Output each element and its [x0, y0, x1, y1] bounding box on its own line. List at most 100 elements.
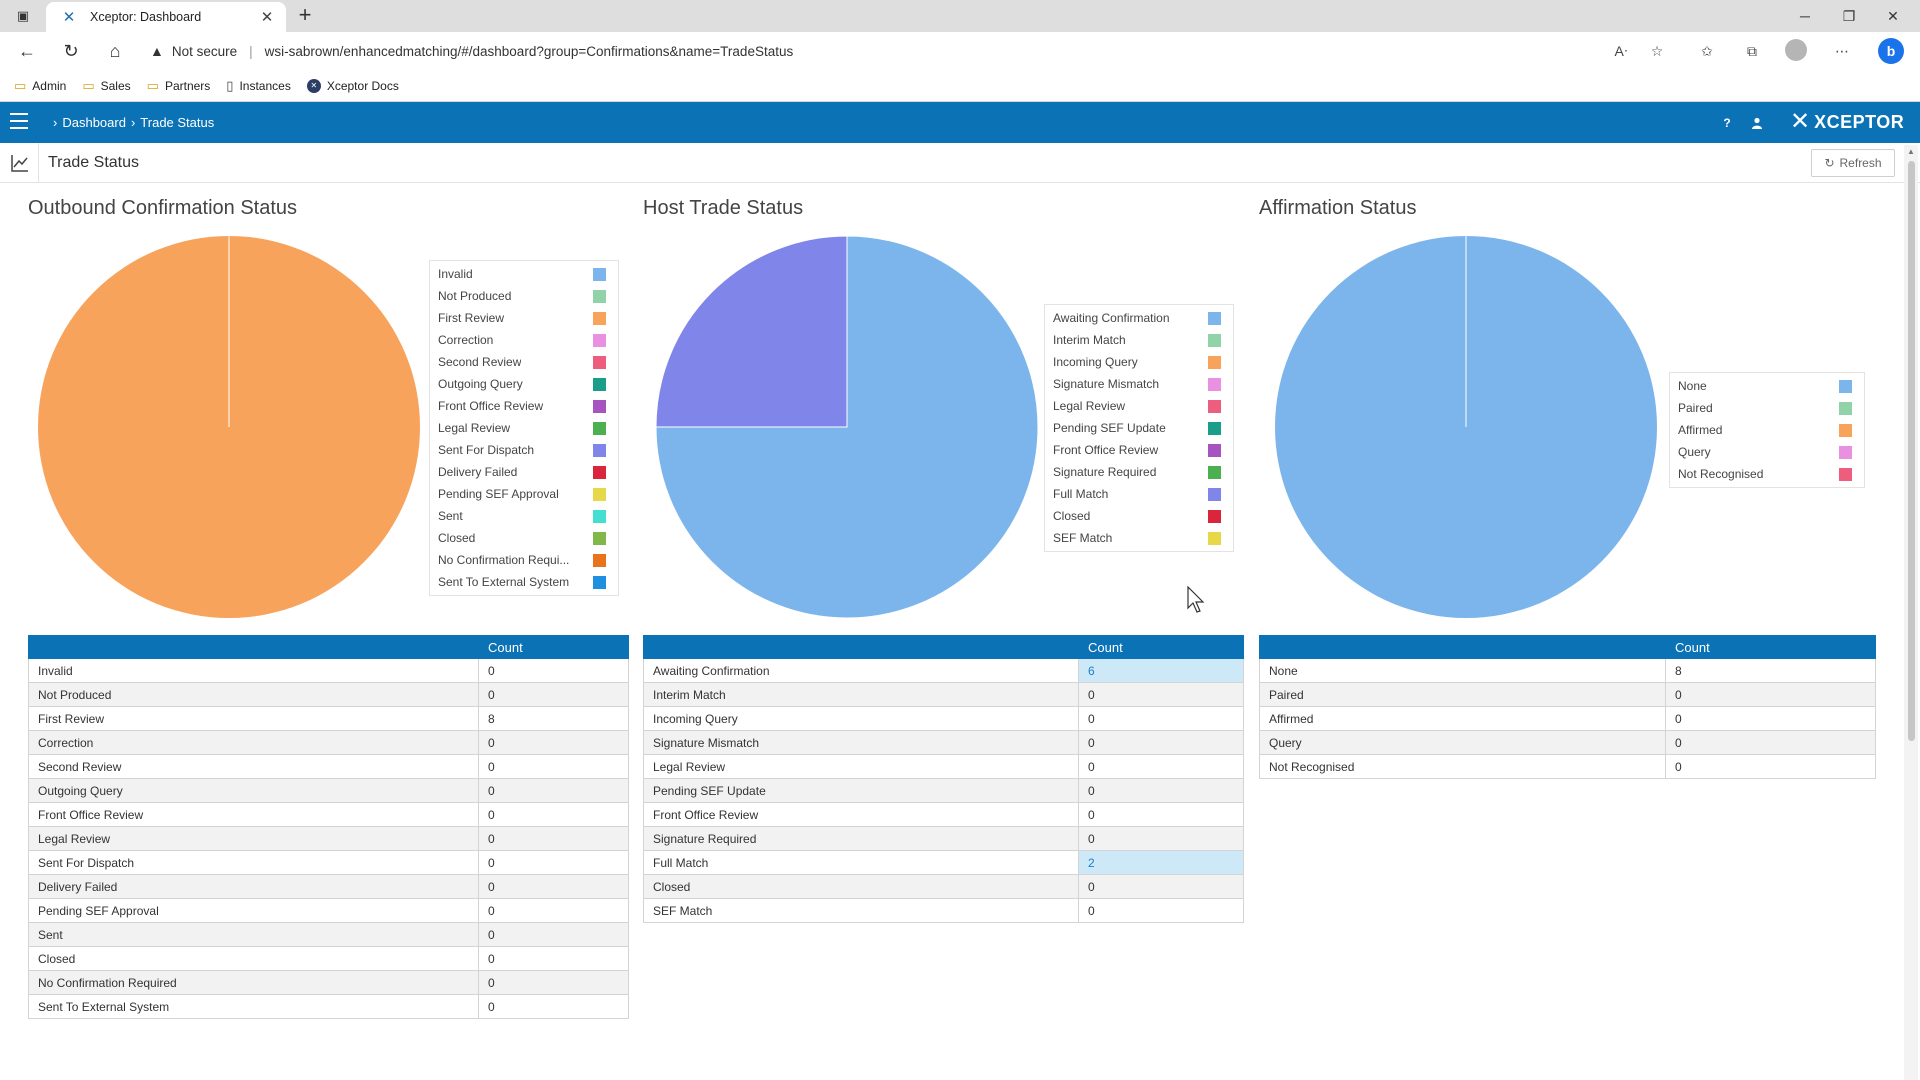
- more-icon[interactable]: ⋯: [1835, 42, 1849, 59]
- legend-item[interactable]: Signature Mismatch: [1045, 373, 1233, 395]
- reload-icon[interactable]: ↻: [63, 40, 79, 61]
- table-row[interactable]: Query 0: [1259, 730, 1876, 755]
- user-icon[interactable]: [1748, 114, 1766, 132]
- legend-item[interactable]: Sent To External System: [430, 571, 618, 593]
- table-row[interactable]: Not Recognised 0: [1259, 754, 1876, 779]
- legend-item[interactable]: Front Office Review: [430, 395, 618, 417]
- count-cell[interactable]: 6: [1078, 658, 1244, 683]
- menu-icon[interactable]: [10, 113, 28, 129]
- table-row[interactable]: Affirmed 0: [1259, 706, 1876, 731]
- table-row[interactable]: Legal Review 0: [28, 826, 629, 851]
- legend-item[interactable]: Not Produced: [430, 285, 618, 307]
- legend-item[interactable]: Paired: [1670, 397, 1864, 419]
- status-cell: Awaiting Confirmation: [643, 658, 1079, 683]
- table-row[interactable]: Pending SEF Update 0: [643, 778, 1244, 803]
- legend-item[interactable]: Invalid: [430, 263, 618, 285]
- table-row[interactable]: Second Review 0: [28, 754, 629, 779]
- legend-item[interactable]: Delivery Failed: [430, 461, 618, 483]
- collections-icon[interactable]: ⧉: [1747, 42, 1757, 59]
- read-aloud-icon[interactable]: Aᐧ: [1614, 42, 1628, 59]
- table-row[interactable]: SEF Match 0: [643, 898, 1244, 923]
- legend-item[interactable]: Correction: [430, 329, 618, 351]
- pie-slice[interactable]: [655, 235, 1039, 619]
- table-row[interactable]: None 8: [1259, 658, 1876, 683]
- table-row[interactable]: Signature Required 0: [643, 826, 1244, 851]
- new-tab-icon[interactable]: +: [298, 2, 312, 27]
- tab-actions-icon[interactable]: ▣: [16, 8, 30, 23]
- bookmark-xceptor-docs[interactable]: ✕ Xceptor Docs: [306, 78, 399, 93]
- legend-item[interactable]: SEF Match: [1045, 527, 1233, 549]
- breadcrumb-dashboard[interactable]: Dashboard: [62, 115, 126, 130]
- minimize-icon[interactable]: ─: [1800, 8, 1810, 24]
- bookmark-sales[interactable]: ▭ Sales: [82, 78, 130, 94]
- legend-item[interactable]: No Confirmation Requi...: [430, 549, 618, 571]
- table-row[interactable]: Not Produced 0: [28, 682, 629, 707]
- legend-item[interactable]: Pending SEF Approval: [430, 483, 618, 505]
- table-row[interactable]: Signature Mismatch 0: [643, 730, 1244, 755]
- count-cell[interactable]: 2: [1078, 850, 1244, 875]
- back-icon[interactable]: ←: [18, 40, 36, 61]
- legend-item[interactable]: Legal Review: [430, 417, 618, 439]
- table-row[interactable]: Sent For Dispatch 0: [28, 850, 629, 875]
- table-row[interactable]: Delivery Failed 0: [28, 874, 629, 899]
- table-row[interactable]: Pending SEF Approval 0: [28, 898, 629, 923]
- legend-item[interactable]: None: [1670, 375, 1864, 397]
- legend-item[interactable]: Signature Required: [1045, 461, 1233, 483]
- table-row[interactable]: No Confirmation Required 0: [28, 970, 629, 995]
- table-row[interactable]: Invalid 0: [28, 658, 629, 683]
- table-row[interactable]: Front Office Review 0: [643, 802, 1244, 827]
- table-row[interactable]: Outgoing Query 0: [28, 778, 629, 803]
- home-icon[interactable]: ⌂: [109, 40, 121, 61]
- scroll-up-icon[interactable]: ▲: [1907, 147, 1915, 156]
- legend-item[interactable]: Closed: [430, 527, 618, 549]
- bookmark-partners[interactable]: ▭ Partners: [147, 78, 211, 94]
- bookmark-instances[interactable]: ▯ Instances: [226, 78, 291, 94]
- label-column-header: [1259, 635, 1666, 659]
- table-row[interactable]: Front Office Review 0: [28, 802, 629, 827]
- legend-item[interactable]: Full Match: [1045, 483, 1233, 505]
- legend-item[interactable]: Awaiting Confirmation: [1045, 307, 1233, 329]
- table-row[interactable]: Closed 0: [28, 946, 629, 971]
- legend-item[interactable]: Second Review: [430, 351, 618, 373]
- legend-item[interactable]: Sent For Dispatch: [430, 439, 618, 461]
- legend-item[interactable]: First Review: [430, 307, 618, 329]
- legend-item[interactable]: Sent: [430, 505, 618, 527]
- legend-item[interactable]: Interim Match: [1045, 329, 1233, 351]
- help-icon[interactable]: ?: [1723, 116, 1731, 130]
- table-row[interactable]: First Review 8: [28, 706, 629, 731]
- window-close-icon[interactable]: ✕: [1887, 7, 1899, 24]
- table-row[interactable]: Incoming Query 0: [643, 706, 1244, 731]
- table-row[interactable]: Full Match 2: [643, 850, 1244, 875]
- legend-item[interactable]: Query: [1670, 441, 1864, 463]
- url-field[interactable]: ▲ Not secure | wsi-sabrown/enhancedmatch…: [150, 36, 1670, 66]
- browser-tab-dashboard[interactable]: ✕ Xceptor: Dashboard ✕: [46, 2, 286, 32]
- add-favorite-icon[interactable]: ☆: [1650, 42, 1664, 59]
- legend-item[interactable]: Affirmed: [1670, 419, 1864, 441]
- scrollbar-thumb[interactable]: [1908, 161, 1915, 741]
- legend-item[interactable]: Pending SEF Update: [1045, 417, 1233, 439]
- tab-close-icon[interactable]: ✕: [260, 9, 274, 26]
- table-row[interactable]: Interim Match 0: [643, 682, 1244, 707]
- table-row[interactable]: Closed 0: [643, 874, 1244, 899]
- table-row[interactable]: Awaiting Confirmation 6: [643, 658, 1244, 683]
- legend-item[interactable]: Not Recognised: [1670, 463, 1864, 485]
- legend-item[interactable]: Front Office Review: [1045, 439, 1233, 461]
- legend-item[interactable]: Incoming Query: [1045, 351, 1233, 373]
- legend-item[interactable]: Legal Review: [1045, 395, 1233, 417]
- legend-item[interactable]: Outgoing Query: [430, 373, 618, 395]
- count-cell: 0: [1665, 706, 1876, 731]
- restore-icon[interactable]: ❐: [1842, 7, 1856, 24]
- profile-avatar[interactable]: [1785, 39, 1807, 61]
- refresh-button[interactable]: ↻ Refresh: [1811, 149, 1895, 177]
- table-row[interactable]: Legal Review 0: [643, 754, 1244, 779]
- table-row[interactable]: Paired 0: [1259, 682, 1876, 707]
- table-row[interactable]: Correction 0: [28, 730, 629, 755]
- favorites-icon[interactable]: ✩: [1701, 42, 1713, 59]
- bing-icon[interactable]: b: [1878, 38, 1904, 64]
- pie-slice[interactable]: [655, 235, 848, 428]
- page-scrollbar[interactable]: ▲: [1904, 145, 1918, 1080]
- table-row[interactable]: Sent To External System 0: [28, 994, 629, 1019]
- table-row[interactable]: Sent 0: [28, 922, 629, 947]
- legend-item[interactable]: Closed: [1045, 505, 1233, 527]
- bookmark-admin[interactable]: ▭ Admin: [14, 78, 66, 94]
